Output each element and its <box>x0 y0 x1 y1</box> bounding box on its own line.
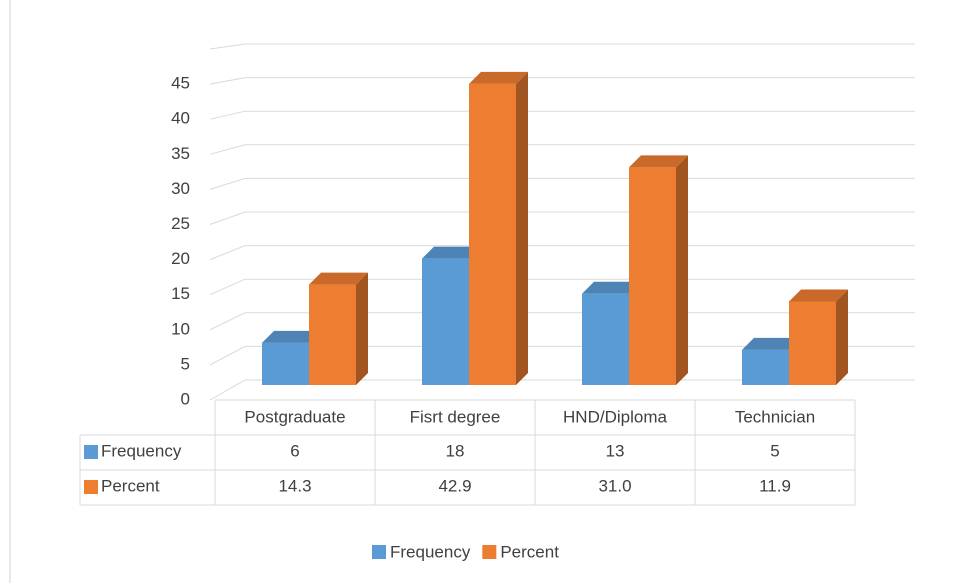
grid-line <box>209 211 915 225</box>
bar-front <box>422 258 469 385</box>
y-tick-label: 10 <box>171 319 190 338</box>
y-tick-label: 5 <box>181 354 190 373</box>
y-tick-label: 0 <box>181 389 190 408</box>
legend-key <box>372 545 386 559</box>
table-cell: 42.9 <box>438 476 471 495</box>
grid-line <box>209 110 915 120</box>
bar-side <box>676 155 688 385</box>
bar <box>629 155 688 385</box>
legend-label: Percent <box>500 542 559 561</box>
bar-top <box>789 289 848 302</box>
table-cell: 6 <box>290 441 299 460</box>
legend-label: Frequency <box>390 542 471 561</box>
bar-top <box>262 330 321 343</box>
bar-front <box>469 83 516 385</box>
legend-key <box>482 545 497 559</box>
x-tick-label: Fisrt degree <box>410 407 501 426</box>
table-cell: 14.3 <box>278 476 311 495</box>
legend-key <box>84 480 98 494</box>
y-tick-label: 45 <box>171 74 190 93</box>
y-tick-label: 15 <box>171 284 190 303</box>
bar-front <box>309 284 356 385</box>
table-row-label: Percent <box>101 476 160 495</box>
grid-line <box>209 245 915 261</box>
bar-top <box>422 246 481 259</box>
bar <box>309 272 368 385</box>
y-tick-label: 25 <box>171 214 190 233</box>
bar-side <box>356 272 368 385</box>
wall-edge <box>209 43 246 50</box>
y-tick-label: 20 <box>171 249 190 268</box>
bar-front <box>789 301 836 385</box>
grid-line <box>209 144 915 155</box>
grid-line <box>209 379 915 401</box>
bar-top <box>582 281 641 294</box>
x-tick-label: HND/Diploma <box>563 407 667 426</box>
bar-side <box>516 71 528 385</box>
bar-side <box>836 289 848 385</box>
bar-front <box>582 293 629 385</box>
table-cell: 11.9 <box>759 476 791 495</box>
table-cell: 31.0 <box>598 476 631 495</box>
bar <box>469 71 528 385</box>
grid-line <box>209 345 915 366</box>
grid-line <box>209 312 915 331</box>
y-tick-label: 35 <box>171 144 190 163</box>
table-cell: 18 <box>446 441 465 460</box>
legend-key <box>84 445 98 459</box>
table-row-label: Frequency <box>101 441 182 460</box>
table-cell: 13 <box>606 441 625 460</box>
grid-line <box>209 77 915 85</box>
bar-front <box>742 349 789 385</box>
x-tick-label: Technician <box>735 407 815 426</box>
bar-top <box>469 71 528 84</box>
bar-front <box>629 167 676 385</box>
bar <box>789 289 848 385</box>
grid-line <box>209 177 915 190</box>
bar-top <box>742 337 801 350</box>
table-cell: 5 <box>770 441 779 460</box>
y-tick-label: 30 <box>171 179 190 198</box>
x-tick-label: Postgraduate <box>244 407 345 426</box>
bar-top <box>629 155 688 168</box>
grid-line <box>209 278 915 296</box>
bar-front <box>262 342 309 385</box>
bar-top <box>309 272 368 285</box>
y-tick-label: 40 <box>171 109 190 128</box>
